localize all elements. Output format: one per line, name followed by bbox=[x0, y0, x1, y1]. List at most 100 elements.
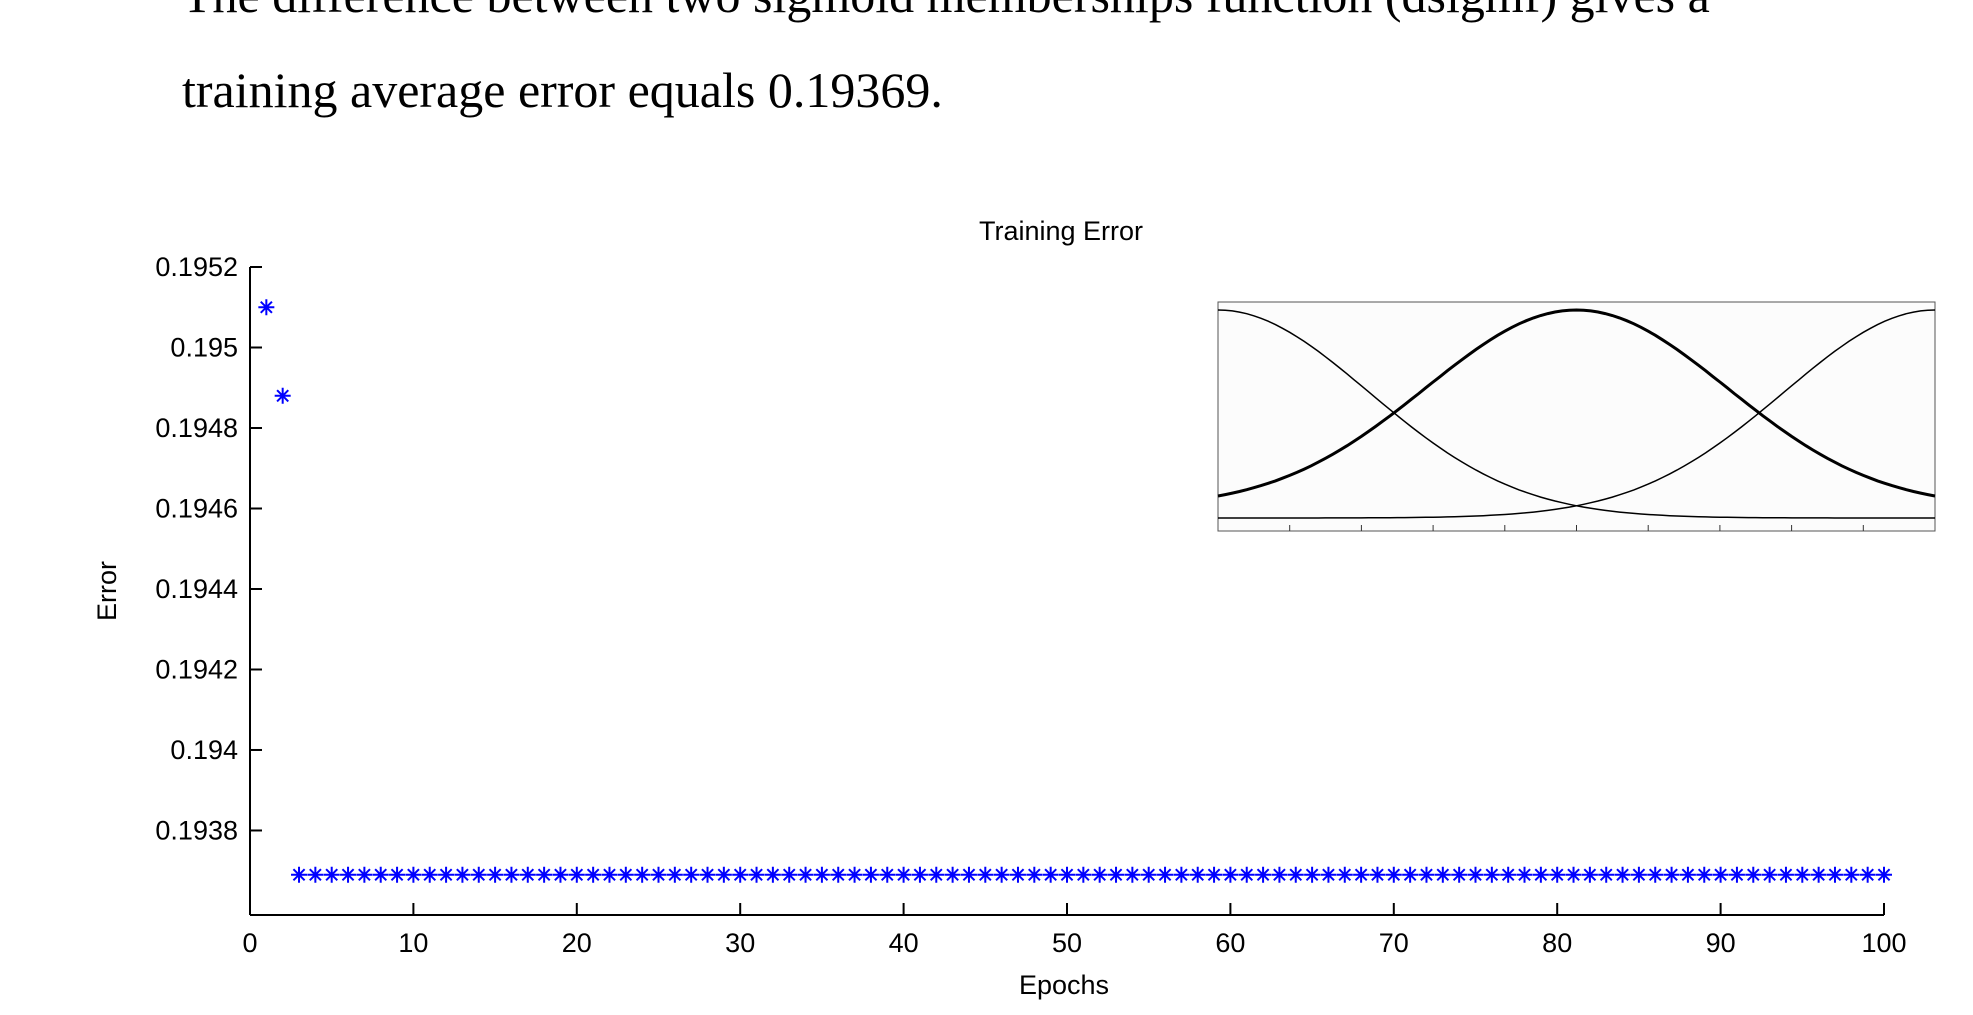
data-point bbox=[617, 866, 634, 883]
data-point bbox=[1532, 866, 1549, 883]
x-tick-label: 80 bbox=[1542, 928, 1572, 958]
data-point bbox=[764, 866, 781, 883]
data-point bbox=[1826, 866, 1843, 883]
data-point bbox=[1581, 866, 1598, 883]
data-point bbox=[1402, 866, 1419, 883]
data-point bbox=[258, 299, 275, 316]
data-point bbox=[813, 866, 830, 883]
data-point bbox=[1696, 866, 1713, 883]
data-point bbox=[650, 866, 667, 883]
data-point bbox=[1271, 866, 1288, 883]
x-tick-label: 0 bbox=[242, 928, 257, 958]
data-point bbox=[1353, 866, 1370, 883]
data-point bbox=[683, 866, 700, 883]
data-point bbox=[454, 866, 471, 883]
data-point bbox=[1320, 866, 1337, 883]
data-point bbox=[1238, 866, 1255, 883]
x-tick-label: 90 bbox=[1706, 928, 1736, 958]
data-point bbox=[781, 866, 798, 883]
data-point bbox=[1794, 866, 1811, 883]
data-point bbox=[1222, 866, 1239, 883]
data-point bbox=[699, 866, 716, 883]
data-point bbox=[1712, 866, 1729, 883]
data-point bbox=[928, 866, 945, 883]
data-point bbox=[1483, 866, 1500, 883]
data-point bbox=[291, 866, 308, 883]
data-point bbox=[1516, 866, 1533, 883]
data-point bbox=[503, 866, 520, 883]
data-point bbox=[1777, 866, 1794, 883]
data-point bbox=[1598, 866, 1615, 883]
data-point bbox=[879, 866, 896, 883]
y-tick-label: 0.1938 bbox=[155, 815, 238, 845]
data-point bbox=[993, 866, 1010, 883]
data-point bbox=[1565, 866, 1582, 883]
data-point bbox=[1843, 866, 1860, 883]
data-point bbox=[470, 866, 487, 883]
y-tick-label: 0.1948 bbox=[155, 413, 238, 443]
y-tick-label: 0.1944 bbox=[155, 574, 238, 604]
y-tick-label: 0.1942 bbox=[155, 654, 238, 684]
inset-curve bbox=[1217, 308, 1936, 498]
data-point bbox=[340, 866, 357, 883]
y-tick-label: 0.1946 bbox=[155, 493, 238, 523]
data-point bbox=[1189, 866, 1206, 883]
data-point bbox=[372, 866, 389, 883]
data-point bbox=[519, 866, 536, 883]
data-point bbox=[438, 866, 455, 883]
x-tick-label: 20 bbox=[562, 928, 592, 958]
x-tick-label: 40 bbox=[889, 928, 919, 958]
data-point bbox=[1059, 866, 1075, 883]
data-point bbox=[1385, 866, 1402, 883]
data-point bbox=[1255, 866, 1272, 883]
data-point bbox=[389, 866, 406, 883]
data-point bbox=[585, 866, 602, 883]
x-tick-label: 70 bbox=[1379, 928, 1409, 958]
data-point bbox=[977, 866, 994, 883]
data-point bbox=[862, 866, 879, 883]
y-tick-label: 0.194 bbox=[170, 735, 238, 765]
data-point bbox=[1500, 866, 1517, 883]
data-point bbox=[1467, 866, 1484, 883]
data-point bbox=[846, 866, 863, 883]
x-axis-label: Epochs bbox=[1019, 970, 1109, 1000]
data-point bbox=[634, 866, 651, 883]
data-point bbox=[1091, 866, 1108, 883]
data-point bbox=[1859, 866, 1876, 883]
data-point bbox=[601, 866, 618, 883]
y-tick-label: 0.195 bbox=[170, 332, 238, 362]
data-point bbox=[421, 866, 438, 883]
data-point bbox=[1663, 866, 1680, 883]
data-point bbox=[1075, 866, 1092, 883]
data-point bbox=[1173, 866, 1190, 883]
data-point bbox=[1336, 866, 1353, 883]
data-point bbox=[1369, 866, 1386, 883]
text-line: training average error equals 0.19369. bbox=[182, 62, 943, 118]
data-point bbox=[1647, 866, 1664, 883]
data-point bbox=[944, 866, 961, 883]
data-point bbox=[911, 866, 928, 883]
inset-image bbox=[1217, 301, 1936, 532]
data-point bbox=[1728, 866, 1745, 883]
data-point bbox=[1876, 866, 1892, 883]
x-tick-label: 100 bbox=[1861, 928, 1906, 958]
data-point bbox=[274, 387, 291, 404]
data-point bbox=[748, 866, 765, 883]
data-point bbox=[1206, 866, 1223, 883]
data-point bbox=[895, 866, 912, 883]
data-point bbox=[1140, 866, 1157, 883]
y-axis-label: Error bbox=[92, 561, 122, 621]
data-point bbox=[1157, 866, 1174, 883]
data-point bbox=[1745, 866, 1762, 883]
x-tick-label: 10 bbox=[398, 928, 428, 958]
data-point bbox=[1630, 866, 1647, 883]
x-tick-label: 30 bbox=[725, 928, 755, 958]
data-point bbox=[960, 866, 977, 883]
data-point bbox=[356, 866, 373, 883]
data-point bbox=[715, 866, 732, 883]
data-point bbox=[830, 866, 847, 883]
data-point bbox=[732, 866, 749, 883]
data-point bbox=[1108, 866, 1125, 883]
